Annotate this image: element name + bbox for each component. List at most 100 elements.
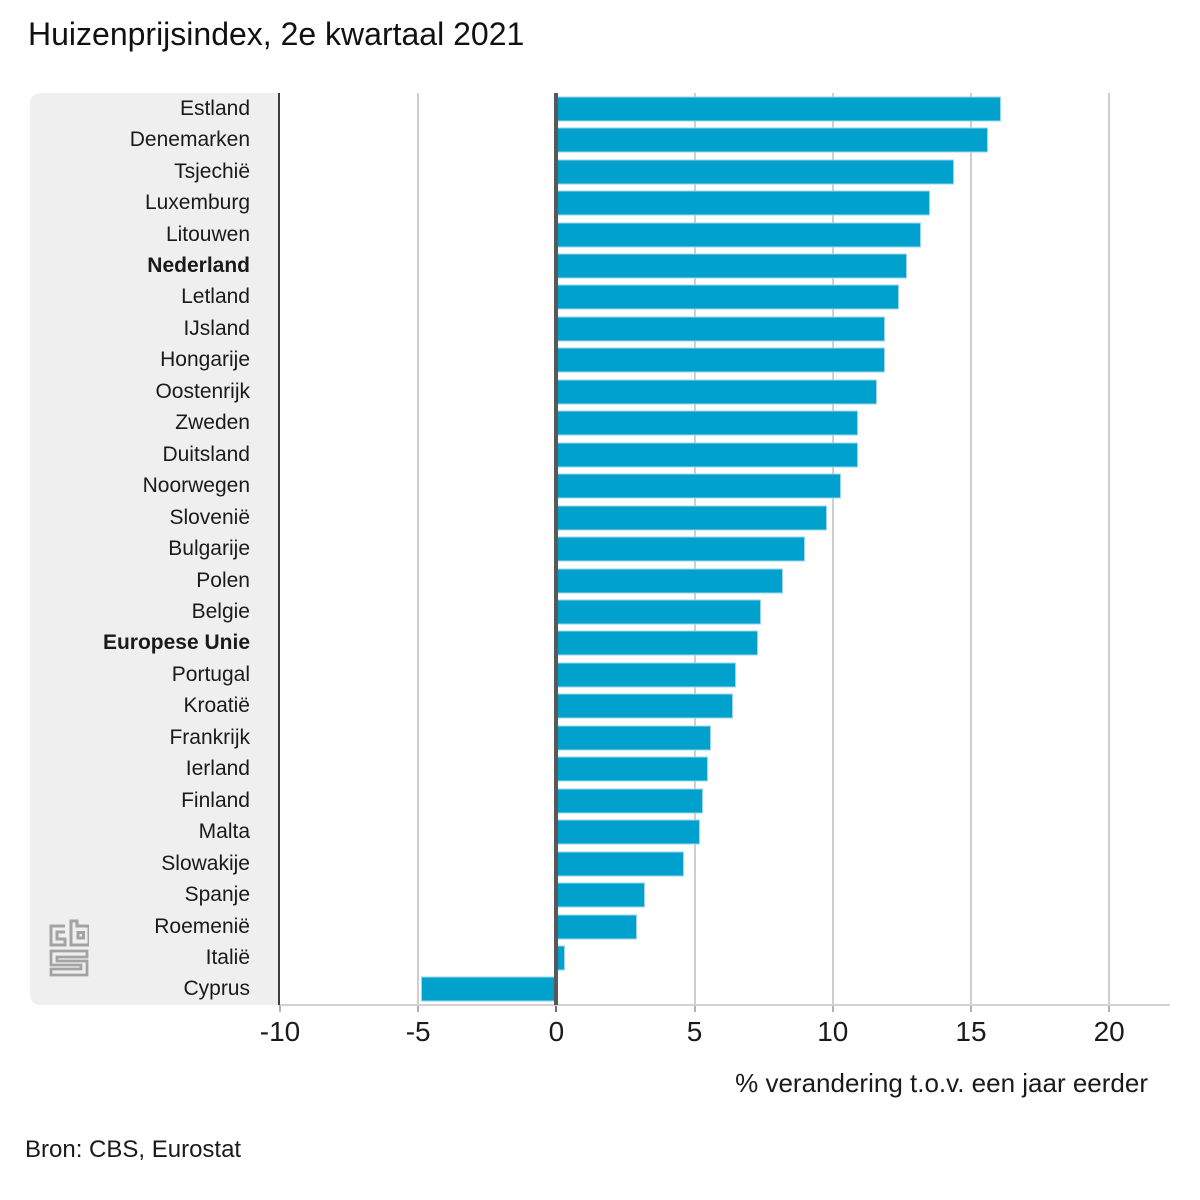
value-bar xyxy=(556,253,908,279)
value-bar xyxy=(556,693,734,719)
chart-row: Duitsland xyxy=(30,439,1170,470)
gridline xyxy=(1108,93,1111,1005)
value-bar xyxy=(556,410,858,436)
chart-row: Tsjechië xyxy=(30,156,1170,187)
value-bar xyxy=(556,662,737,688)
chart-row: Hongarije xyxy=(30,345,1170,376)
chart-row: Litouwen xyxy=(30,219,1170,250)
x-tick-label: -5 xyxy=(405,1016,431,1047)
value-bar xyxy=(556,347,886,373)
value-bar xyxy=(556,222,922,248)
chart-row: Europese Unie xyxy=(30,628,1170,659)
category-label: Luxemburg xyxy=(144,191,250,215)
category-label: Europese Unie xyxy=(102,631,250,655)
category-label: Finland xyxy=(181,788,250,812)
chart-row: Finland xyxy=(30,785,1170,816)
value-bar xyxy=(556,725,712,751)
category-label: Estland xyxy=(179,96,250,120)
value-bar xyxy=(556,473,842,499)
value-bar xyxy=(556,316,886,342)
chart-row: Kroatië xyxy=(30,691,1170,722)
gridline xyxy=(969,93,972,1005)
value-bar xyxy=(556,127,988,153)
category-label: Polen xyxy=(196,568,250,592)
category-label: Frankrijk xyxy=(169,725,250,749)
chart-row: Portugal xyxy=(30,659,1170,690)
axis-tick xyxy=(831,1005,834,1012)
x-tick-label: 15 xyxy=(955,1016,987,1047)
category-label: Portugal xyxy=(171,662,250,686)
category-label: Litouwen xyxy=(165,222,250,246)
gridline xyxy=(417,93,420,1005)
chart-row: Roemenië xyxy=(30,911,1170,942)
value-bar xyxy=(556,630,759,656)
category-label: Hongarije xyxy=(160,348,250,372)
chart-row: Cyprus xyxy=(30,974,1170,1005)
category-label: IJsland xyxy=(183,316,250,340)
gridline xyxy=(831,93,834,1005)
category-label: Cyprus xyxy=(183,977,250,1001)
chart-row: Slovenië xyxy=(30,502,1170,533)
cbs-logo xyxy=(49,919,89,977)
axis-tick xyxy=(969,1005,972,1012)
category-label: Tsjechië xyxy=(174,159,250,183)
zero-line xyxy=(554,93,559,1005)
category-label: Nederland xyxy=(147,253,250,277)
chart-row: Belgie xyxy=(30,596,1170,627)
category-label: Ierland xyxy=(185,757,250,781)
category-label: Malta xyxy=(198,820,250,844)
value-bar xyxy=(556,882,645,908)
category-label: Letland xyxy=(181,285,250,309)
chart-row: Luxemburg xyxy=(30,187,1170,218)
x-axis-label: % verandering t.o.v. een jaar eerder xyxy=(735,1068,1148,1098)
value-bar xyxy=(556,819,701,845)
x-tick-label: 20 xyxy=(1093,1016,1125,1047)
value-bar xyxy=(556,756,709,782)
value-bar xyxy=(556,505,828,531)
chart-row: Noorwegen xyxy=(30,470,1170,501)
category-label: Italië xyxy=(205,945,250,969)
category-label: Slovenië xyxy=(169,505,250,529)
category-label: Zweden xyxy=(175,411,250,435)
category-label: Spanje xyxy=(184,883,250,907)
value-bar xyxy=(556,96,1002,122)
chart-row: Frankrijk xyxy=(30,722,1170,753)
category-label: Kroatië xyxy=(183,694,250,718)
value-bar xyxy=(556,851,684,877)
chart-row: Bulgarije xyxy=(30,533,1170,564)
bar-chart: Estland Denemarken Tsjechië Luxemburg Litouw… xyxy=(30,93,1170,1012)
value-bar xyxy=(556,788,703,814)
value-bar xyxy=(420,976,557,1002)
x-tick-label: 10 xyxy=(817,1016,849,1047)
chart-row: IJsland xyxy=(30,313,1170,344)
value-bar xyxy=(556,568,784,594)
page-title: Huizenprijsindex, 2e kwartaal 2021 xyxy=(28,16,525,52)
category-label: Duitsland xyxy=(162,442,250,466)
chart-rows: Estland Denemarken Tsjechië Luxemburg Litouw… xyxy=(30,93,1170,1005)
chart-row: Ierland xyxy=(30,754,1170,785)
chart-row: Estland xyxy=(30,93,1170,124)
value-bar xyxy=(556,190,930,216)
chart-row: Nederland xyxy=(30,250,1170,281)
chart-row: Italië xyxy=(30,942,1170,973)
label-panel xyxy=(30,93,280,1005)
category-label: Noorwegen xyxy=(142,474,250,498)
value-bar xyxy=(556,442,858,468)
axis-tick xyxy=(1108,1005,1111,1012)
value-bar xyxy=(556,914,637,939)
value-bar xyxy=(556,159,955,185)
category-label: Denemarken xyxy=(129,128,250,152)
axis-tick xyxy=(279,1005,281,1012)
value-bar xyxy=(556,284,900,310)
category-label: Belgie xyxy=(191,599,250,623)
y-axis-line xyxy=(278,93,280,1005)
value-bar xyxy=(556,599,761,625)
x-tick-label: 5 xyxy=(686,1016,703,1047)
chart-row: Letland xyxy=(30,282,1170,313)
x-axis-baseline xyxy=(280,1004,1170,1006)
value-bar xyxy=(556,379,877,405)
chart-row: Zweden xyxy=(30,408,1170,439)
category-label: Bulgarije xyxy=(168,537,250,561)
chart-row: Polen xyxy=(30,565,1170,596)
